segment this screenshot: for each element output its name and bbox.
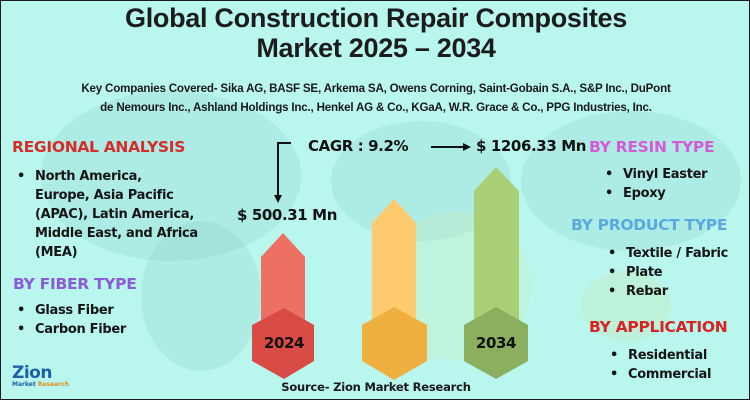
year-2034-label: 2034	[475, 334, 517, 352]
cagr-label: CAGR : 9.2%	[308, 137, 409, 155]
title-line-1: Global Construction Repair Composites	[125, 3, 627, 33]
key-companies: Key Companies Covered- Sika AG, BASF SE,…	[21, 79, 731, 117]
hexagon-mid	[362, 307, 427, 380]
zion-logo: Zion Market Research	[12, 363, 69, 389]
list-item: Textile / Fabric	[604, 244, 728, 263]
bar-mid	[372, 199, 416, 331]
start-value-label: $ 500.31 Mn	[237, 206, 337, 224]
hexagon-2034	[464, 307, 528, 379]
region-line: (MEA)	[35, 245, 78, 260]
list-item: Epoxy	[601, 184, 707, 203]
list-item: Plate	[604, 263, 728, 282]
fiber-type-heading: BY FIBER TYPE	[13, 275, 137, 293]
arrow-right-icon	[463, 143, 471, 151]
resin-type-list: Vinyl Easter Epoxy	[601, 165, 708, 203]
page-title: Global Construction Repair Composites Ma…	[1, 3, 749, 63]
list-item: Vinyl Easter	[601, 165, 708, 184]
companies-line-1: Key Companies Covered- Sika AG, BASF SE,…	[81, 82, 671, 95]
hexagon-2024	[252, 308, 314, 379]
list-item: Glass Fiber	[13, 301, 126, 320]
application-heading: BY APPLICATION	[589, 318, 728, 336]
product-type-list: Textile / Fabric Plate Rebar	[604, 244, 728, 301]
companies-line-2: de Nemours Inc., Ashland Holdings Inc., …	[100, 101, 652, 114]
end-value-label: $ 1206.33 Mn	[476, 137, 587, 155]
list-item: Residential	[606, 346, 711, 365]
list-item: Rebar	[604, 282, 728, 301]
region-line: (APAC), Latin America,	[35, 207, 194, 222]
list-item: Commercial	[606, 365, 711, 384]
cagr-connector-line	[277, 142, 291, 197]
logo-sub-research: Research	[37, 381, 70, 388]
application-list: Residential Commercial	[606, 346, 711, 384]
year-2024-label: 2024	[263, 334, 305, 352]
list-item: Carbon Fiber	[13, 320, 126, 339]
logo-subtitle: Market Research	[12, 381, 69, 388]
title-line-2: Market 2025 – 2034	[256, 33, 496, 63]
regional-list: North America, Europe, Asia Pacific (APA…	[13, 167, 243, 262]
bar-2024	[261, 233, 305, 331]
region-line: North America,	[35, 169, 142, 184]
regional-analysis-heading: REGIONAL ANALYSIS	[12, 138, 186, 156]
list-item: North America, Europe, Asia Pacific (APA…	[13, 167, 243, 262]
logo-wordmark: Zion	[12, 363, 52, 383]
logo-sub-market: Market	[12, 381, 36, 388]
resin-type-heading: BY RESIN TYPE	[589, 138, 715, 156]
region-line: Middle East, and Africa	[35, 226, 198, 241]
bar-2034	[474, 167, 519, 331]
fiber-type-list: Glass Fiber Carbon Fiber	[13, 301, 126, 339]
source-caption: Source- Zion Market Research	[281, 380, 471, 394]
region-line: Europe, Asia Pacific	[35, 188, 174, 203]
product-type-heading: BY PRODUCT TYPE	[571, 216, 728, 234]
arrow-down-icon	[274, 195, 282, 203]
